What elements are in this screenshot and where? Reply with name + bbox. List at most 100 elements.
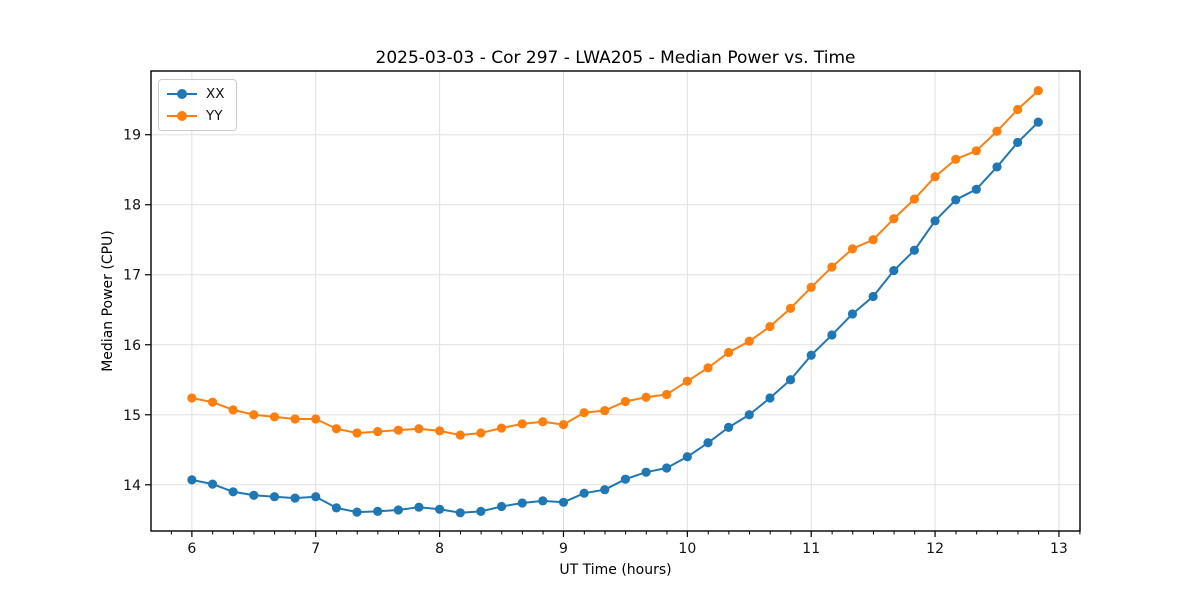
series-xx-marker xyxy=(744,410,754,420)
chart-title: 2025-03-03 - Cor 297 - LWA205 - Median P… xyxy=(375,48,856,68)
series-yy-marker xyxy=(414,424,424,434)
series-xx-marker xyxy=(579,488,589,498)
x-tick-label: 11 xyxy=(802,541,820,557)
series-xx-marker xyxy=(765,393,775,403)
x-tick-label: 7 xyxy=(311,541,320,557)
series-yy-marker xyxy=(951,154,961,164)
series-xx-marker xyxy=(352,507,362,517)
y-tick-label: 18 xyxy=(123,198,141,214)
series-yy-marker xyxy=(662,389,672,400)
series-xx-marker xyxy=(930,216,940,226)
x-tick-label: 12 xyxy=(926,541,944,557)
series-xx-marker xyxy=(847,309,858,319)
series-yy-marker xyxy=(373,426,383,437)
series-yy-marker xyxy=(600,405,610,416)
series-xx-marker xyxy=(269,492,280,502)
series-yy-marker xyxy=(435,426,445,436)
series-yy-marker xyxy=(992,126,1002,136)
series-yy-marker xyxy=(620,396,631,407)
series-yy-marker xyxy=(744,336,754,346)
legend-item-xx: XX xyxy=(167,85,225,103)
series-xx-marker xyxy=(641,467,651,477)
legend-label-xx: XX xyxy=(206,86,225,102)
series-yy-marker xyxy=(703,363,713,373)
series-xx-marker xyxy=(785,375,796,385)
series-yy-marker xyxy=(517,419,527,429)
series-xx-marker xyxy=(909,245,919,255)
series-xx-marker xyxy=(476,506,486,516)
series-yy-marker xyxy=(909,194,919,204)
series-xx-marker xyxy=(331,503,342,513)
series-xx-marker xyxy=(311,492,321,502)
legend-line-marker-icon xyxy=(167,89,197,99)
series-xx-marker xyxy=(228,487,238,497)
series-yy-marker xyxy=(971,146,981,156)
series-yy-marker xyxy=(352,428,362,438)
series-xx-marker xyxy=(496,501,507,512)
series-yy-marker xyxy=(228,405,238,415)
series-yy-marker xyxy=(311,414,321,424)
x-tick-label: 6 xyxy=(187,541,196,557)
series-xx-marker xyxy=(951,195,961,205)
series-yy-marker xyxy=(269,412,280,422)
series-xx-marker xyxy=(806,350,816,360)
series-yy-marker xyxy=(496,423,507,433)
series-yy-marker xyxy=(290,414,300,424)
series-yy-marker xyxy=(455,430,465,440)
series-yy-marker xyxy=(207,397,218,407)
series-yy-marker xyxy=(476,428,486,438)
series-yy-marker xyxy=(847,244,858,254)
series-yy-marker xyxy=(579,408,589,418)
series-yy-marker xyxy=(558,419,569,430)
series-xx-marker xyxy=(682,452,692,462)
legend-dot-icon xyxy=(177,111,187,121)
series-xx-marker xyxy=(1033,117,1043,127)
x-tick-label: 9 xyxy=(559,541,568,557)
series-yy-marker xyxy=(827,262,837,272)
series-xx-marker xyxy=(620,474,631,484)
y-tick-label: 14 xyxy=(123,478,141,494)
series-yy-marker xyxy=(331,424,342,434)
y-tick-label: 17 xyxy=(123,268,141,284)
series-xx-marker xyxy=(600,485,610,495)
series-xx-marker xyxy=(889,265,899,276)
legend-dot-icon xyxy=(177,89,187,99)
legend-line-marker-icon xyxy=(167,111,197,121)
series-xx-marker xyxy=(703,438,713,448)
series-xx-marker xyxy=(538,496,548,506)
series-xx-marker xyxy=(455,508,465,518)
series-xx-marker xyxy=(971,184,981,194)
series-xx-marker xyxy=(207,479,218,489)
series-xx-marker xyxy=(249,490,259,500)
series-xx-marker xyxy=(435,504,445,514)
y-tick-label: 15 xyxy=(123,408,141,424)
series-yy-marker xyxy=(641,392,651,402)
series-yy-marker xyxy=(1013,104,1023,115)
series-xx-marker xyxy=(187,475,197,485)
series-yy-marker xyxy=(249,410,259,420)
series-yy-marker xyxy=(930,172,940,182)
series-yy-marker xyxy=(1033,86,1043,96)
legend: XX YY xyxy=(158,79,237,131)
series-yy-marker xyxy=(187,393,197,403)
series-xx-marker xyxy=(290,493,300,503)
legend-item-yy: YY xyxy=(167,107,225,125)
axes-spines xyxy=(150,70,1081,532)
y-tick-label: 19 xyxy=(123,128,141,144)
x-tick-label: 8 xyxy=(435,541,444,557)
series-xx-marker xyxy=(662,463,672,473)
series-yy-marker xyxy=(806,282,816,292)
y-axis-label: Median Power (CPU) xyxy=(100,230,116,372)
series-xx-marker xyxy=(992,162,1002,172)
legend-label-yy: YY xyxy=(206,108,223,124)
x-tick-label: 13 xyxy=(1050,541,1068,557)
series-xx-marker xyxy=(393,505,403,515)
series-xx-marker xyxy=(414,502,424,512)
series-yy-marker xyxy=(765,321,775,332)
series-yy-marker xyxy=(868,235,878,245)
series-yy-marker xyxy=(682,376,692,386)
y-tick-label: 16 xyxy=(123,338,141,354)
series-yy-marker xyxy=(538,417,548,427)
